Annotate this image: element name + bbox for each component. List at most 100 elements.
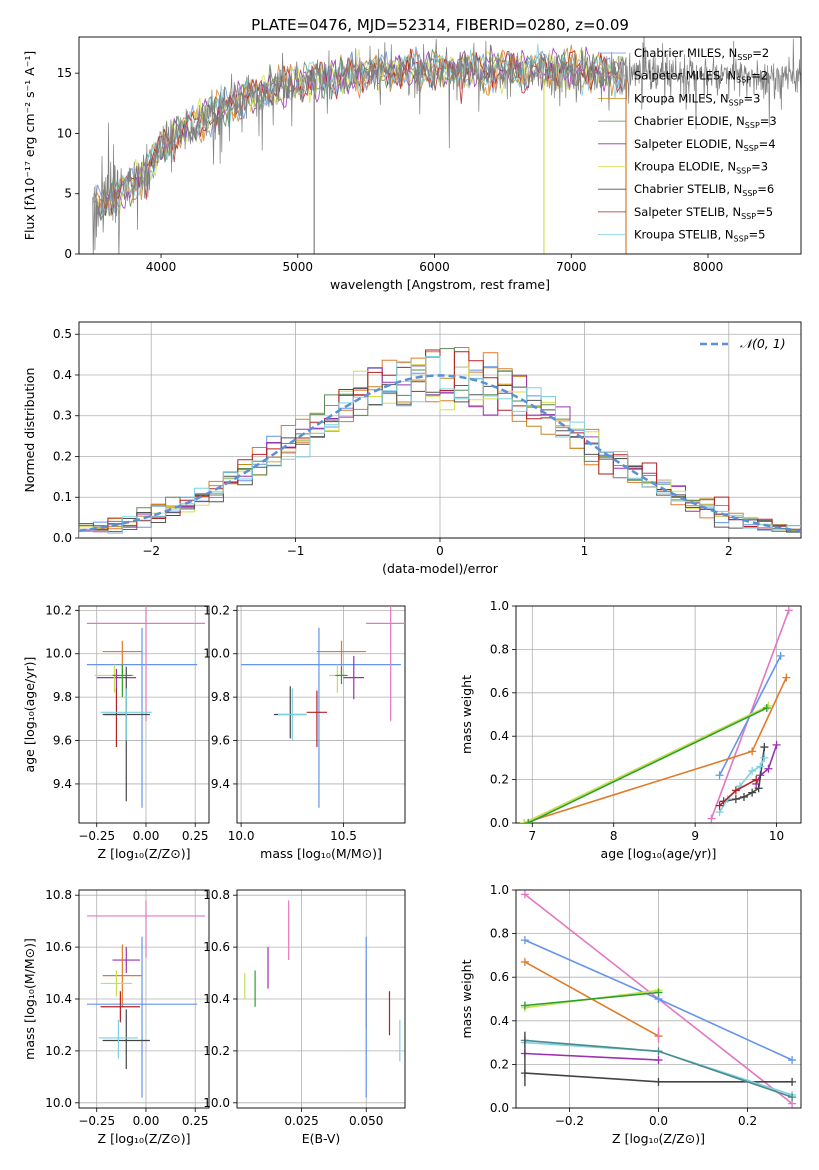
y-tick-label: 9.4: [53, 777, 72, 791]
residuals-plot-area: [79, 347, 801, 538]
y-tick-label: 0.8: [490, 927, 509, 941]
mass-weight-marker: [524, 819, 533, 823]
y-tick-label: 9.4: [211, 777, 230, 791]
mass-weight-marker: [764, 764, 773, 773]
x-axis-label: Z [log₁₀(Z/Z⊙)]: [612, 1131, 705, 1146]
x-axis-label: Z [log₁₀(Z/Z⊙)]: [98, 846, 191, 861]
legend-suffix: =6: [757, 182, 774, 196]
mass-weight-marker: [760, 743, 769, 752]
y-tick-label: 10.0: [203, 1096, 230, 1110]
errorbar-point: [98, 1019, 139, 1059]
y-axis-label: mass [log₁₀(M/M⊙)]: [22, 938, 37, 1060]
age-vs-mass-chart: 10.0 10.5 9.4 9.6 9.8 10.0 10.2 mass [log₁₀(M/M…: [203, 603, 406, 861]
x-tick-label: −1: [287, 544, 305, 558]
y-tick-label: 0.4: [53, 368, 72, 382]
legend-subscript: SSP: [737, 53, 752, 62]
mass-vs-Z-axes: −0.25 0.00 0.25 10.0 10.2 10.4 10.6 10.8 Z [log₁…: [22, 888, 210, 1146]
age-vs-mass-axes: 10.0 10.5 9.4 9.6 9.8 10.0 10.2 mass [log₁₀(M/M…: [203, 603, 406, 861]
errorbar-point: [335, 666, 348, 685]
legend-suffix: =2: [751, 69, 768, 83]
x-axis-label: mass [log₁₀(M/M⊙)]: [260, 846, 382, 861]
y-tick-label: 9.8: [53, 690, 72, 704]
legend-suffix: =2: [752, 46, 769, 60]
legend-subscript: SSP: [741, 212, 756, 221]
y-tick-label: 10.0: [45, 647, 72, 661]
mass-weight-marker: [788, 1056, 797, 1065]
errorbar-point: [277, 688, 307, 741]
y-axis-label: Flux [fλ10⁻¹⁷ erg cm⁻² s⁻¹ A⁻¹]: [22, 51, 37, 240]
mass-weight-marker: [731, 795, 740, 804]
mass-vs-ebv-axes: 0.025 0.050 10.0 10.2 10.4 10.6 10.8 E(B-V): [203, 888, 406, 1146]
x-tick-label: −2: [142, 544, 160, 558]
errorbar-point: [86, 606, 206, 722]
errorbar-point: [100, 991, 141, 1023]
legend-entry: Kroupa ELODIE, NSSP=3: [634, 160, 768, 176]
age-vs-Z-chart: −0.25 0.00 0.25 9.4 9.6 9.8 10.0 10.2 Z [log₁₀(Z…: [22, 603, 210, 861]
y-tick-label: 0.0: [490, 816, 509, 830]
errorbar-point: [102, 944, 143, 1007]
histogram-series: [79, 356, 801, 538]
errorbar-point: [100, 970, 133, 997]
y-tick-label: 10.6: [45, 940, 72, 954]
axes-frame: [78, 36, 802, 255]
axes-frame: [78, 321, 802, 539]
mass-weight-marker: [654, 1056, 663, 1065]
x-tick-label: 0.25: [182, 829, 209, 843]
y-tick-label: 9.6: [211, 734, 230, 748]
axes-frame: [78, 889, 210, 1109]
mass-weight-marker: [520, 936, 529, 945]
errorbar-point: [306, 690, 328, 748]
legend-subscript: SSP: [742, 189, 757, 198]
x-tick-label: 0.25: [182, 1114, 209, 1128]
x-tick-label: 0.2: [738, 1114, 757, 1128]
mass-weight-vs-age-axes: 7 8 9 10 0.0 0.2 0.4 0.6 0.8 1.0 age [log₁₀(age/yr…: [459, 599, 802, 861]
legend-subscript: SSP: [736, 167, 751, 176]
mass-vs-Z-plot-area: [86, 900, 206, 1098]
mass-vs-Z-chart: −0.25 0.00 0.25 10.0 10.2 10.4 10.6 10.8 Z [log₁…: [22, 888, 210, 1146]
mass-weight-marker: [754, 784, 763, 793]
mass-weight-marker: [654, 1047, 663, 1056]
errorbar-point: [86, 627, 198, 808]
mass-weight-marker: [520, 819, 529, 823]
mass-weight-vs-Z-axes: −0.2 0.0 0.2 0.0 0.2 0.4 0.6 0.8 1.0 Z [log₁₀(Z/Z…: [459, 883, 802, 1146]
errorbar-point: [112, 664, 133, 698]
x-tick-label: 0.050: [349, 1114, 383, 1128]
mass-weight-marker: [520, 1001, 529, 1010]
y-tick-label: 10.4: [45, 992, 72, 1006]
legend-entry: 𝒩(0, 1): [740, 336, 786, 351]
mass-weight-marker: [715, 801, 724, 810]
mass-weight-series: [524, 991, 659, 1007]
y-tick-label: 9.8: [211, 690, 230, 704]
legend-entry: Salpeter MILES, NSSP=2: [634, 69, 768, 85]
mass-vs-ebv-plot-area: [244, 900, 401, 1098]
normal-curve: [79, 374, 801, 533]
y-tick-label: 10.8: [203, 888, 230, 902]
mass-weight-marker: [788, 1077, 797, 1086]
y-tick-label: 10.0: [203, 647, 230, 661]
mass-weight-marker: [748, 766, 757, 775]
x-tick-label: 9: [691, 829, 699, 843]
mass-weight-marker: [788, 1093, 797, 1102]
mass-weight-marker: [776, 651, 785, 660]
y-tick-label: 15: [57, 66, 72, 80]
mass-weight-vs-age-plot-area: [520, 606, 793, 823]
mass-weight-marker: [772, 740, 781, 749]
mass-weight-marker: [707, 814, 716, 823]
legend-subscript: SSP: [744, 144, 759, 153]
errorbar-point: [86, 900, 206, 958]
mass-weight-marker: [748, 747, 757, 756]
y-axis-label: Normed distribution: [22, 368, 37, 493]
legend-subscript: SSP: [745, 121, 760, 130]
x-axis-label: wavelength [Angstrom, rest frame]: [330, 277, 550, 292]
x-tick-label: −0.2: [555, 1114, 584, 1128]
x-tick-label: 8: [610, 829, 618, 843]
y-tick-label: 10.2: [45, 603, 72, 617]
x-axis-label: Z [log₁₀(Z/Z⊙)]: [98, 1131, 191, 1146]
mass-weight-vs-Z-chart: −0.2 0.0 0.2 0.0 0.2 0.4 0.6 0.8 1.0 Z [log₁₀(Z/Z…: [459, 883, 802, 1146]
x-tick-label: 6000: [419, 260, 450, 274]
mass-weight-marker: [752, 775, 761, 784]
x-axis-label: (data-model)/error: [382, 561, 499, 576]
x-tick-label: 10.0: [228, 829, 255, 843]
